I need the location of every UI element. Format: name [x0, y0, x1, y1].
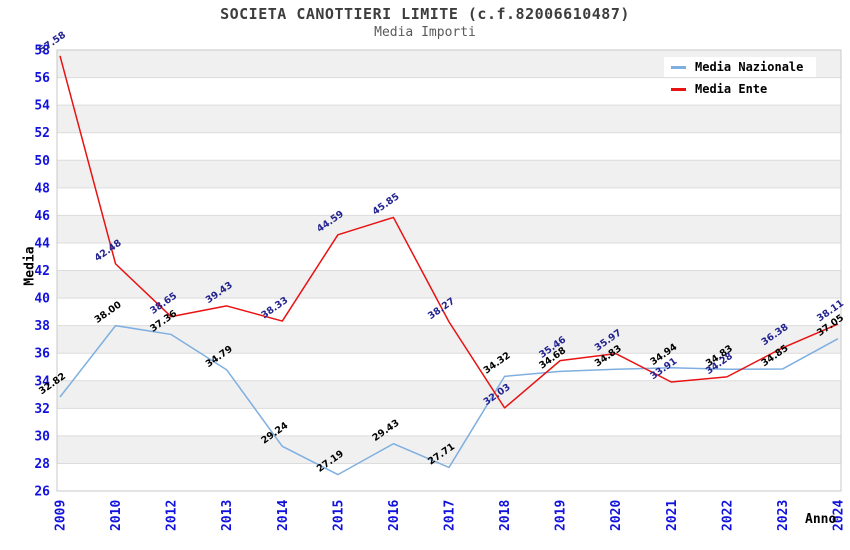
- y-tick-label: 50: [34, 154, 50, 169]
- grid-band: [57, 380, 841, 409]
- grid-band: [57, 325, 841, 354]
- y-tick-label: 30: [34, 429, 50, 444]
- y-tick-label: 56: [34, 71, 50, 86]
- y-tick-label: 48: [34, 181, 50, 196]
- x-axis-title: Anno: [805, 512, 837, 527]
- x-tick-label: 2009: [54, 500, 69, 531]
- legend-item-media-ente: Media Ente: [664, 79, 781, 99]
- grid-band: [57, 242, 841, 271]
- y-tick-label: 54: [34, 99, 50, 114]
- grid-band: [57, 132, 841, 161]
- y-tick-label: 40: [34, 292, 50, 307]
- x-tick-label: 2015: [331, 500, 346, 531]
- x-tick-label: 2013: [220, 500, 235, 531]
- x-tick-label: 2023: [776, 500, 791, 531]
- y-tick-label: 42: [34, 264, 50, 279]
- grid-band: [57, 160, 841, 188]
- series-line-media-nazionale: [59, 324, 839, 476]
- legend-line-red-icon: [671, 87, 686, 91]
- y-tick-label: 26: [34, 485, 50, 500]
- grid-band: [57, 270, 841, 299]
- x-tick-label: 2021: [665, 500, 680, 531]
- grid-band: [57, 435, 841, 464]
- chart-title: SOCIETA CANOTTIERI LIMITE (c.f.820066104…: [220, 5, 630, 23]
- y-tick-label: 58: [34, 44, 50, 59]
- x-tick-label: 2010: [109, 500, 124, 531]
- legend: Media Nazionale Media Ente: [664, 57, 817, 99]
- y-tick-label: 28: [34, 457, 50, 472]
- y-tick-label: 46: [34, 209, 50, 224]
- y-tick-label: 52: [34, 126, 50, 141]
- grid-band: [57, 187, 841, 216]
- x-tick-label: 2012: [165, 500, 180, 531]
- series-line-media-ente: [59, 55, 839, 409]
- grid-band: [57, 408, 841, 436]
- y-axis-title: Media: [22, 246, 38, 286]
- y-tick-label: 32: [34, 402, 50, 417]
- y-tick-label: 38: [34, 319, 50, 334]
- grid-band: [57, 215, 841, 243]
- x-tick-label: 2016: [387, 500, 402, 531]
- x-tick-label: 2019: [554, 500, 569, 531]
- grid-band: [57, 105, 841, 133]
- grid-band: [57, 353, 841, 381]
- legend-label-media-nazionale: Media Nazionale: [695, 60, 804, 74]
- x-tick-label: 2022: [720, 500, 735, 531]
- plot-border: [56, 49, 842, 492]
- y-tick-label: 44: [34, 236, 50, 251]
- x-tick-label: 2017: [443, 500, 458, 531]
- chart-subtitle: Media Importi: [374, 25, 476, 40]
- x-tick-label: 2024: [832, 500, 847, 531]
- y-tick-label: 36: [34, 347, 50, 362]
- legend-line-blue-icon: [671, 65, 686, 69]
- legend-label-media-ente: Media Ente: [695, 82, 768, 96]
- legend-item-media-nazionale: Media Nazionale: [664, 57, 817, 77]
- x-tick-label: 2020: [609, 500, 624, 531]
- x-tick-label: 2018: [498, 500, 513, 531]
- y-tick-label: 34: [34, 374, 50, 389]
- x-tick-label: 2014: [276, 500, 291, 531]
